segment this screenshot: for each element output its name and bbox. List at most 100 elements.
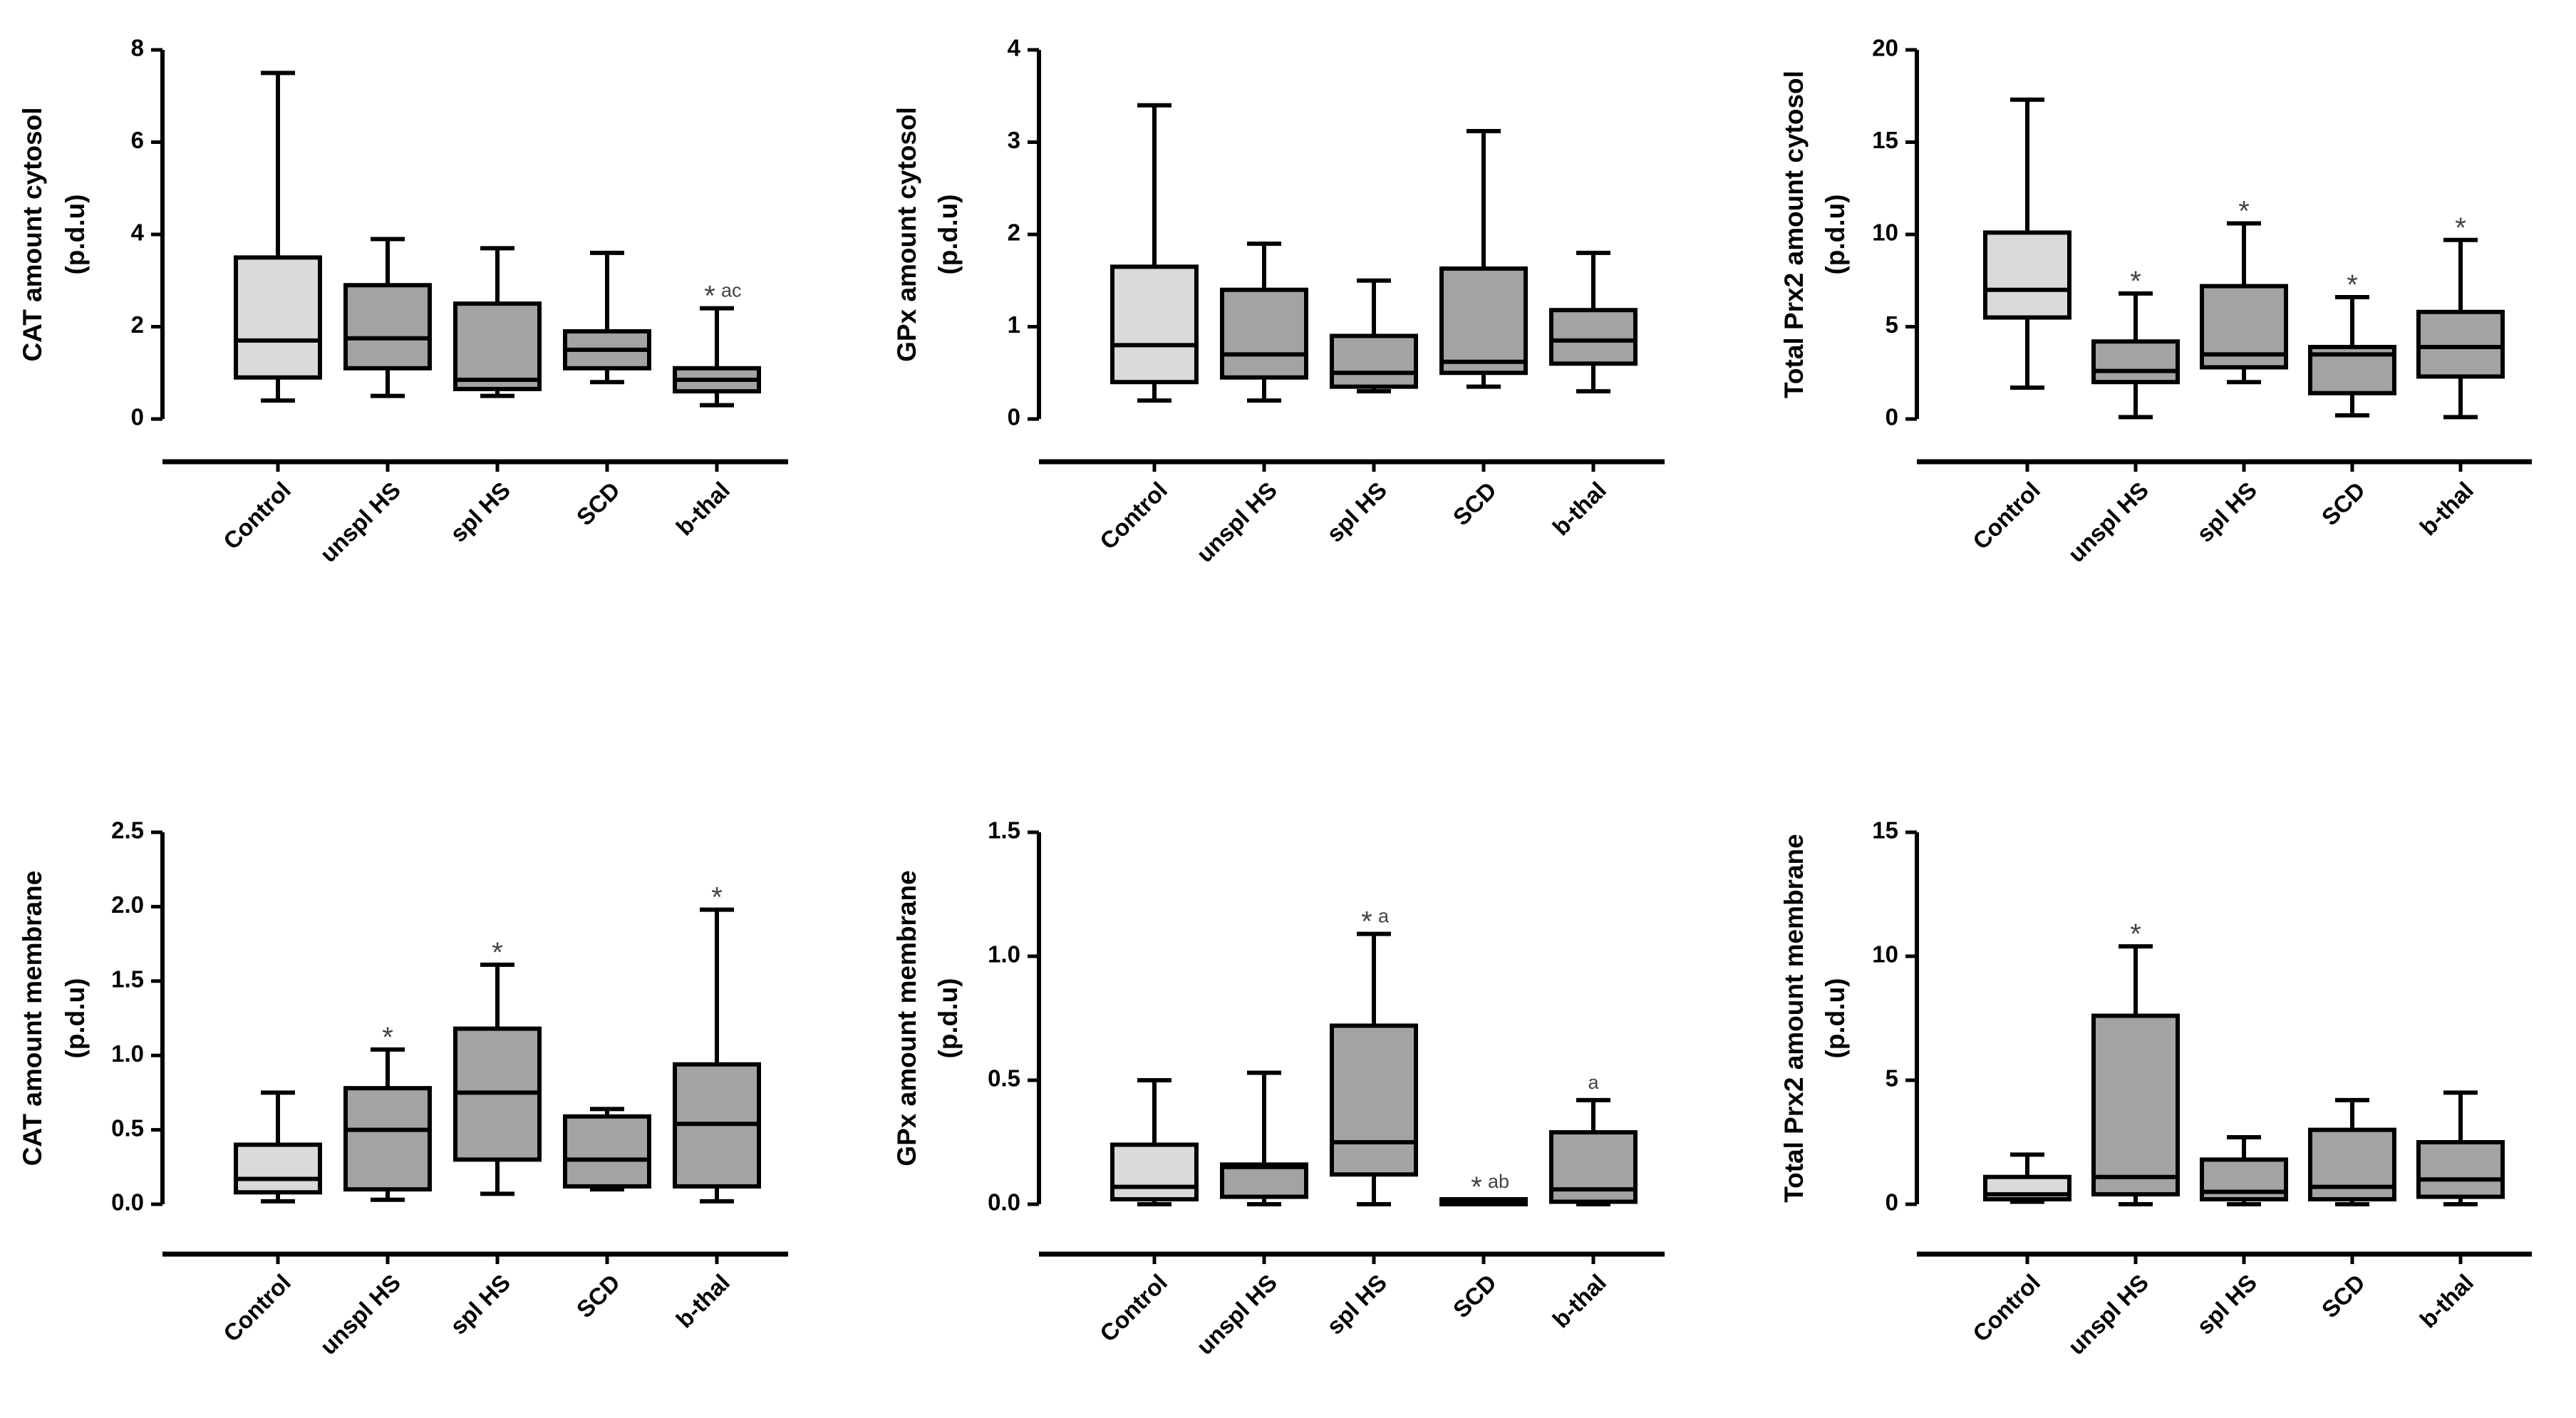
chart-panel-6: Total Prx2 amount membrane (p.d.u) 0 5 10 15 C… (1779, 817, 2532, 1360)
y-tick-label: 2.5 (111, 817, 144, 844)
x-tick-label: spl HS (1321, 477, 1392, 547)
significance-star: * (711, 882, 723, 914)
y-tick-label: 1.5 (111, 966, 144, 993)
box-iqr (1330, 1023, 1418, 1177)
y-tick-label: 5 (1886, 1065, 1898, 1092)
x-tick-label: Control (1095, 1269, 1172, 1347)
y-tick-label: 0.5 (111, 1114, 144, 1141)
box-b-thal: * (2416, 212, 2505, 420)
significance-star: * (492, 937, 503, 968)
x-tick-label: Control (1095, 477, 1172, 554)
significance-star: * (1471, 1171, 1482, 1203)
y-tick-label: 1.0 (111, 1040, 144, 1067)
x-tick-label: unspl HS (1191, 1269, 1282, 1360)
significance-letters: ac (721, 280, 742, 301)
box-scd: * (2308, 269, 2396, 418)
chart-panel-2: GPx amount cytosol (p.d.u) 0 1 2 3 4 Control uns… (892, 35, 1665, 567)
box-iqr (2416, 1140, 2505, 1199)
x-tick-label: unspl HS (2063, 477, 2153, 567)
y-tick-label: 10 (1872, 941, 1898, 968)
y-tick-label: 2.0 (111, 891, 144, 918)
y-tick-label: 2 (1008, 219, 1020, 246)
box-iqr (343, 1086, 432, 1192)
box-iqr (2091, 1013, 2180, 1197)
y-tick-label: 15 (1872, 127, 1898, 153)
chart-panel-4: CAT amount membrane (p.d.u) 0.0 0.5 1.0 1.5 2.… (18, 817, 788, 1360)
y-axis-title: GPx amount membrane (892, 870, 921, 1166)
chart-panel-3: Total Prx2 amount cytosol (p.d.u) 0 5 10 15 20… (1779, 35, 2532, 567)
y-tick-label: 15 (1872, 817, 1898, 844)
y-axis-unit: (p.d.u) (933, 978, 963, 1058)
box-iqr (1549, 308, 1638, 366)
box-control (234, 71, 322, 403)
box-spl-hs (2200, 1135, 2288, 1206)
y-tick-label: 0.0 (988, 1189, 1020, 1216)
x-tick-label: b-thal (1547, 1269, 1611, 1333)
significance-star: * (382, 1022, 393, 1053)
box-iqr (2416, 309, 2505, 379)
box-iqr (453, 301, 542, 391)
box-spl-hs (453, 246, 542, 398)
x-tick-label: Control (1967, 1269, 2045, 1347)
box-iqr (1439, 266, 1528, 376)
box-unspl-hs: * (2091, 266, 2180, 420)
y-tick-label: 20 (1872, 35, 1898, 61)
box-iqr (563, 1114, 651, 1189)
significance-star: * (2455, 212, 2466, 244)
x-tick-label: spl HS (2191, 1269, 2262, 1340)
box-spl-hs: * (2200, 195, 2288, 385)
chart-panel-1: CAT amount cytosol (p.d.u) 0 2 4 6 8 Control uns… (18, 35, 788, 567)
box-unspl-hs (1220, 241, 1308, 403)
y-tick-label: 3 (1008, 127, 1020, 153)
y-axis-unit: (p.d.u) (61, 194, 90, 274)
y-axis-unit: (p.d.u) (933, 194, 963, 274)
box-b-thal (1549, 250, 1638, 394)
box-iqr (2091, 339, 2180, 385)
box-unspl-hs (343, 237, 432, 398)
x-tick-label: SCD (2317, 477, 2370, 530)
box-iqr (1983, 230, 2071, 320)
y-axis-title: Total Prx2 amount cytosol (1779, 71, 1809, 398)
y-tick-label: 0 (1886, 1189, 1898, 1216)
x-tick-label: Control (218, 1269, 296, 1347)
significance-star: * (704, 281, 715, 312)
y-tick-label: 10 (1872, 219, 1898, 246)
box-control (1110, 1078, 1199, 1206)
box-spl-hs (1330, 278, 1418, 394)
box-iqr (1110, 264, 1199, 385)
y-tick-label: 1.5 (988, 817, 1020, 844)
x-tick-label: unspl HS (1191, 477, 1282, 567)
box-control (1983, 97, 2071, 390)
significance-letters: a (1588, 1072, 1599, 1093)
box-scd: * ab (1439, 1171, 1528, 1207)
box-iqr (1220, 1162, 1308, 1199)
significance-letters: ab (1488, 1171, 1509, 1192)
x-tick-label: Control (1967, 477, 2045, 554)
y-tick-label: 0.0 (111, 1189, 144, 1216)
y-axis-unit: (p.d.u) (1821, 194, 1850, 274)
significance-letters: a (1378, 906, 1390, 927)
x-tick-label: SCD (1448, 477, 1501, 530)
box-spl-hs: * (453, 937, 542, 1196)
box-unspl-hs: * (343, 1022, 432, 1202)
box-b-thal: a (1549, 1072, 1638, 1206)
x-tick-label: b-thal (2414, 477, 2478, 541)
y-axis-title: CAT amount membrane (18, 871, 47, 1166)
significance-star: * (2130, 918, 2141, 950)
chart-panel-5: GPx amount membrane (p.d.u) 0.0 0.5 1.0 1.5 Co… (892, 817, 1665, 1360)
box-scd (2308, 1097, 2396, 1206)
x-tick-label: spl HS (2191, 477, 2262, 547)
box-spl-hs: * a (1330, 906, 1418, 1206)
y-axis-title: Total Prx2 amount membrane (1779, 834, 1809, 1202)
y-tick-label: 4 (1008, 35, 1021, 61)
x-tick-label: SCD (571, 1269, 625, 1323)
y-axis-unit: (p.d.u) (61, 978, 90, 1058)
box-iqr (234, 1142, 322, 1195)
significance-star: * (2130, 266, 2141, 297)
y-axis-title: CAT amount cytosol (18, 108, 47, 362)
box-scd (563, 1107, 651, 1192)
y-tick-label: 5 (1886, 311, 1898, 338)
x-tick-label: SCD (1448, 1269, 1501, 1323)
y-tick-label: 4 (131, 219, 145, 246)
